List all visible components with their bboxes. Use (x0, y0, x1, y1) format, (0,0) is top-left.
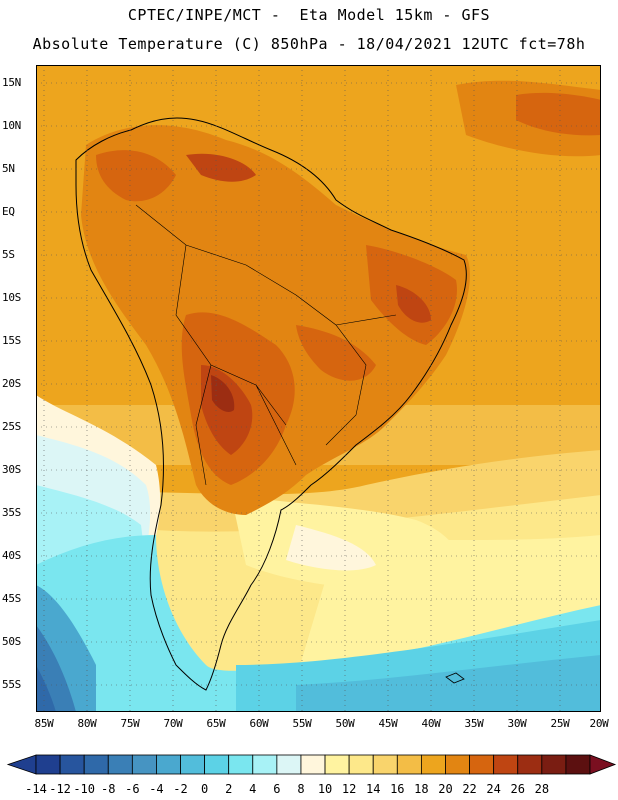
colorbar-box (541, 754, 567, 775)
colorbar-box (396, 754, 422, 775)
lat-label-eq: EQ (2, 205, 15, 218)
colorbar-box (35, 754, 61, 775)
colorbar-box (565, 754, 591, 775)
colorbar-tick-label: 24 (486, 782, 500, 796)
colorbar-tick-label: 12 (342, 782, 356, 796)
colorbar-tick-label: -10 (73, 782, 95, 796)
lat-label-10s: 10S (2, 291, 21, 304)
lat-label-10n: 10N (2, 119, 21, 132)
title-line-1: CPTEC/INPE/MCT - Eta Model 15km - GFS (127, 6, 491, 24)
colorbar-tick-label: -2 (173, 782, 187, 796)
lon-label-20w: 20W (589, 717, 609, 730)
colorbar-box (372, 754, 398, 775)
lon-label-55w: 55W (292, 717, 312, 730)
title-line-2: Absolute Temperature (C) 850hPa - 18/04/… (32, 35, 586, 53)
colorbar-tick-label: 6 (273, 782, 280, 796)
colorbar: -14 -12 -10 -8 -6 -4 -2 0 2 4 6 8 10 12 14 16 18 20 22 24 26… (6, 754, 617, 796)
colorbar-tick-label: 2 (225, 782, 232, 796)
lon-label-35w: 35W (464, 717, 484, 730)
colorbar-tick-label: 10 (318, 782, 332, 796)
colorbar-tick-label: -14 (25, 782, 47, 796)
lon-label-45w: 45W (378, 717, 398, 730)
colorbar-tick-label: -8 (101, 782, 115, 796)
lat-label-25s: 25S (2, 420, 21, 433)
temperature-map (36, 65, 601, 712)
lat-label-35s: 35S (2, 506, 21, 519)
colorbar-tick-label: 20 (438, 782, 452, 796)
colorbar-box (180, 754, 206, 775)
colorbar-box (276, 754, 302, 775)
colorbar-tick-label: 8 (297, 782, 304, 796)
colorbar-tick-label: 28 (535, 782, 549, 796)
lon-label-80w: 80W (77, 717, 97, 730)
colorbar-tick-label: 4 (249, 782, 256, 796)
colorbar-box (517, 754, 543, 775)
lat-label-40s: 40S (2, 549, 21, 562)
colorbar-box (420, 754, 446, 775)
lat-label-55s: 55S (2, 678, 21, 691)
colorbar-box (131, 754, 157, 775)
colorbar-box (107, 754, 133, 775)
lon-label-75w: 75W (120, 717, 140, 730)
lat-label-30s: 30S (2, 463, 21, 476)
colorbar-box (493, 754, 519, 775)
colorbar-tick-label: 16 (390, 782, 404, 796)
colorbar-tick-label: 26 (511, 782, 525, 796)
colorbar-tick-label: -4 (149, 782, 163, 796)
colorbar-ticks: -14 -12 -10 -8 -6 -4 -2 0 2 4 6 8 10 12 14 16 18 20 22 24 26… (25, 782, 549, 796)
colorbar-over-arrow (589, 754, 617, 775)
lat-label-50s: 50S (2, 635, 21, 648)
lon-label-85w: 85W (34, 717, 54, 730)
colorbar-box (252, 754, 278, 775)
colorbar-tick-label: -6 (125, 782, 139, 796)
colorbar-tick-label: 18 (414, 782, 428, 796)
lon-label-70w: 70W (163, 717, 183, 730)
colorbar-box (228, 754, 254, 775)
colorbar-tick-label: -12 (49, 782, 71, 796)
lat-label-5s: 5S (2, 248, 15, 261)
colorbar-tick-label: 14 (366, 782, 380, 796)
lon-label-65w: 65W (206, 717, 226, 730)
lat-label-20s: 20S (2, 377, 21, 390)
colorbar-box (445, 754, 470, 775)
lat-label-15n: 15N (2, 76, 21, 89)
lon-label-25w: 25W (550, 717, 570, 730)
lon-label-30w: 30W (507, 717, 527, 730)
colorbar-box (204, 754, 230, 775)
lat-label-45s: 45S (2, 592, 21, 605)
lon-label-60w: 60W (249, 717, 269, 730)
colorbar-under-arrow (6, 754, 37, 775)
lon-label-50w: 50W (335, 717, 355, 730)
lat-label-5n: 5N (2, 162, 15, 175)
colorbar-tick-label: 22 (462, 782, 476, 796)
colorbar-box (59, 754, 85, 775)
colorbar-box (300, 754, 326, 775)
lat-label-15s: 15S (2, 334, 21, 347)
colorbar-box (324, 754, 350, 775)
colorbar-boxes (6, 754, 617, 775)
colorbar-box (156, 754, 181, 775)
colorbar-tick-label: 0 (201, 782, 208, 796)
lon-label-40w: 40W (421, 717, 441, 730)
colorbar-box (83, 754, 109, 775)
colorbar-box (348, 754, 374, 775)
colorbar-box (469, 754, 495, 775)
